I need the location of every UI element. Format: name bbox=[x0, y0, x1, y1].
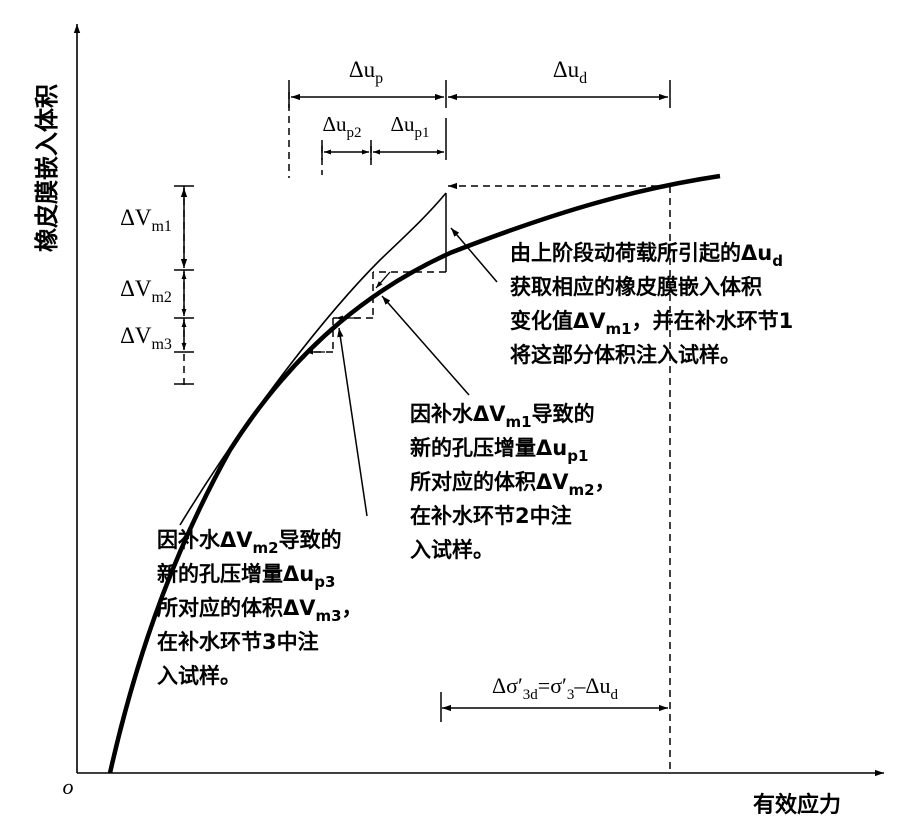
svg-text:因补水ΔVm2导致的: 因补水ΔVm2导致的 bbox=[157, 528, 342, 557]
leader-arrow-2 bbox=[381, 295, 470, 396]
label-dv-m2: ΔVm2 bbox=[120, 276, 172, 306]
step-arrow-1 bbox=[375, 271, 391, 289]
svg-text:在补水环节2中注: 在补水环节2中注 bbox=[410, 504, 572, 528]
label-dv-m1: ΔVm1 bbox=[120, 205, 172, 235]
svg-text:所对应的体积ΔVm3，: 所对应的体积ΔVm3， bbox=[157, 596, 363, 625]
svg-text:入试样。: 入试样。 bbox=[410, 538, 494, 562]
y-axis-label: 橡皮膜嵌入体积 bbox=[33, 84, 61, 252]
svg-text:获取相应的橡皮膜嵌入体积: 获取相应的橡皮膜嵌入体积 bbox=[510, 275, 762, 299]
leader-arrow-1 bbox=[450, 227, 498, 283]
x-axis-label: 有效应力 bbox=[753, 792, 841, 818]
svg-text:由上阶段动荷载所引起的Δud: 由上阶段动荷载所引起的Δud bbox=[510, 241, 783, 270]
bottom-dimension bbox=[440, 692, 668, 722]
svg-text:在补水环节3中注: 在补水环节3中注 bbox=[157, 630, 319, 654]
left-dimensions bbox=[174, 185, 194, 385]
svg-text:入试样。: 入试样。 bbox=[157, 664, 241, 688]
annotation-2: 因补水ΔVm1导致的 新的孔压增量Δup1 所对应的体积ΔVm2， 在补水环节2… bbox=[410, 402, 616, 562]
label-du-p: Δup bbox=[349, 57, 383, 87]
thin-curve bbox=[179, 192, 447, 526]
top-dimensions bbox=[288, 80, 671, 160]
origin-label: o bbox=[63, 774, 74, 799]
svg-text:将这部分体积注入试样。: 将这部分体积注入试样。 bbox=[510, 343, 741, 367]
equation-label: Δσ′3d=σ′3–Δud bbox=[492, 673, 619, 703]
svg-text:新的孔压增量Δup1: 新的孔压增量Δup1 bbox=[410, 436, 588, 465]
label-dv-m3: ΔVm3 bbox=[120, 323, 172, 353]
dashed-lines bbox=[183, 92, 671, 773]
annotation-1: 由上阶段动荷载所引起的Δud 获取相应的橡皮膜嵌入体积 变化值ΔVm1，并在补水… bbox=[510, 241, 793, 367]
annotation-3: 因补水ΔVm2导致的 新的孔压增量Δup3 所对应的体积ΔVm3， 在补水环节3… bbox=[157, 528, 363, 688]
svg-text:因补水ΔVm1导致的: 因补水ΔVm1导致的 bbox=[410, 402, 595, 431]
label-du-p2: Δup2 bbox=[322, 112, 361, 141]
leader-arrow-3 bbox=[337, 327, 368, 517]
label-du-p1: Δup1 bbox=[390, 112, 429, 141]
svg-text:新的孔压增量Δup3: 新的孔压增量Δup3 bbox=[157, 562, 335, 591]
label-du-d: Δud bbox=[553, 57, 587, 87]
main-curve bbox=[107, 173, 721, 774]
svg-text:所对应的体积ΔVm2，: 所对应的体积ΔVm2， bbox=[410, 470, 616, 499]
svg-text:变化值ΔVm1，并在补水环节1: 变化值ΔVm1，并在补水环节1 bbox=[510, 309, 793, 338]
